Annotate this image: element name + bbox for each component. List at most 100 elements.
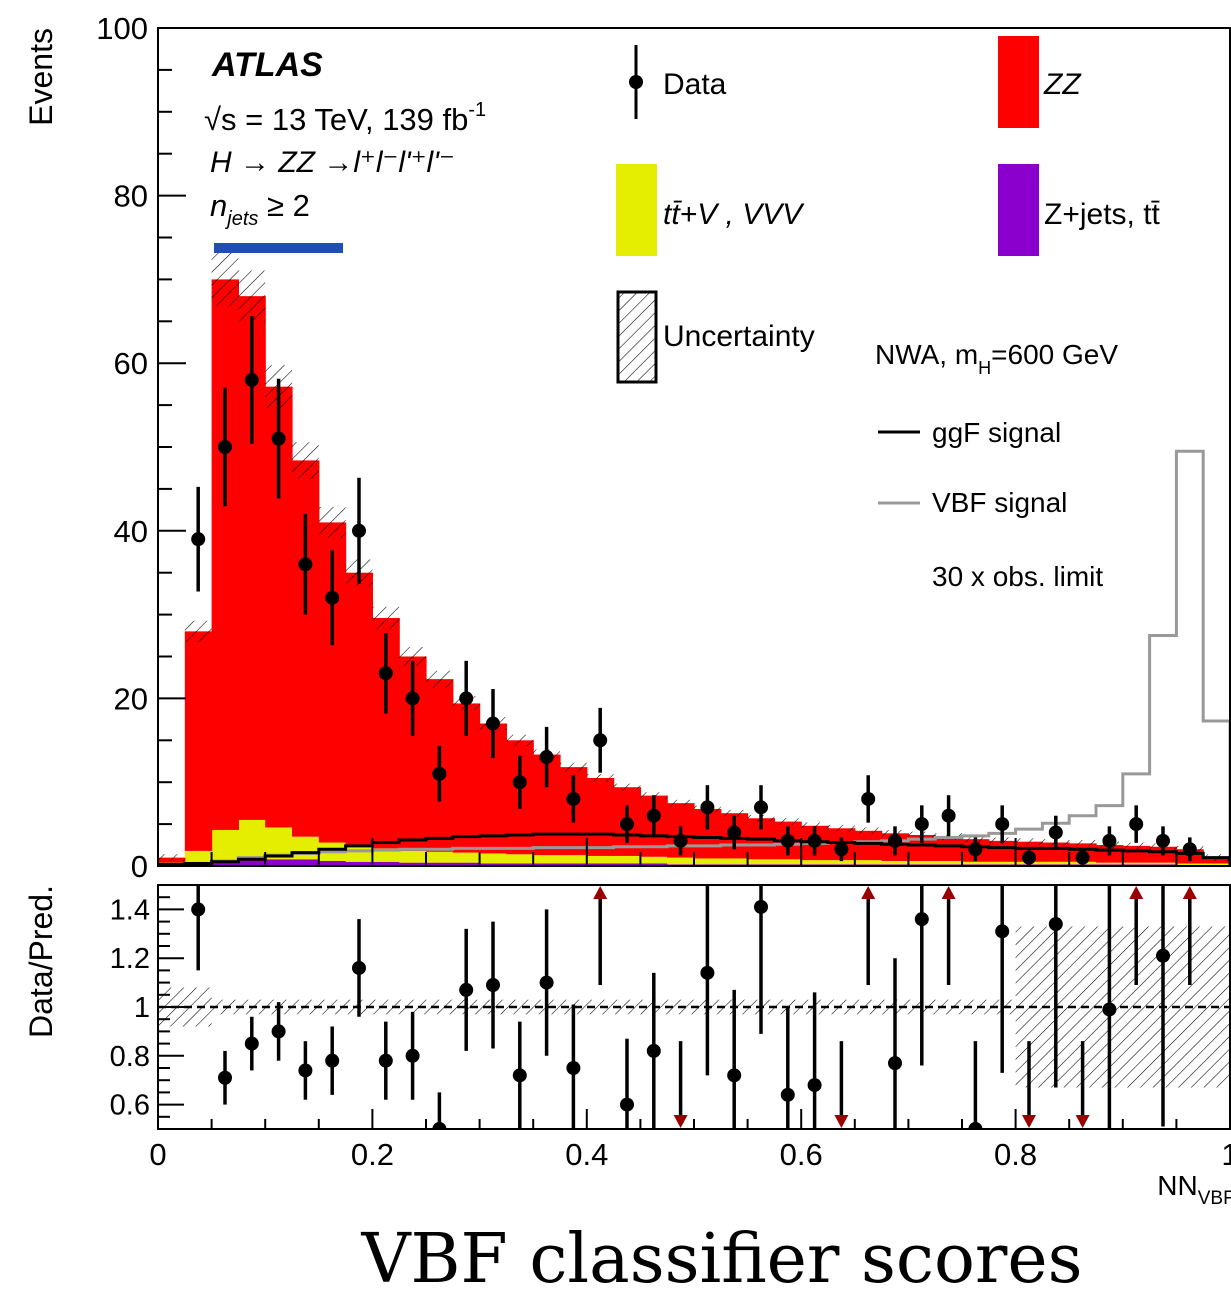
y-tick-label-3: 60 bbox=[114, 346, 148, 381]
signal-mass-subscript: H bbox=[978, 358, 991, 378]
unc-0 bbox=[158, 854, 185, 861]
ratio-point-21 bbox=[807, 1078, 822, 1093]
down-arrow-1 bbox=[834, 1115, 849, 1128]
data-point-12 bbox=[512, 775, 527, 790]
down-arrow-0 bbox=[673, 1115, 688, 1128]
unc-15 bbox=[560, 762, 587, 772]
unc-36 bbox=[1122, 842, 1150, 850]
unc-24 bbox=[801, 822, 828, 830]
ratio-panel: 0 0.2 0.4 0.6 0.8 1 0.6 0.8 1 1.2 1.4 bbox=[110, 884, 1231, 1172]
bar-1-18 bbox=[640, 856, 668, 864]
unc-10 bbox=[426, 670, 453, 688]
ratio-point-18 bbox=[727, 1068, 742, 1083]
ratio-point-0 bbox=[191, 902, 206, 917]
y-axis-label: Events bbox=[23, 28, 59, 126]
ratio-point-13 bbox=[539, 975, 554, 990]
ratio-point-12 bbox=[512, 1068, 527, 1083]
main-axes: 0 20 40 60 80 100 bbox=[96, 11, 1231, 884]
x-axis-label: NNVBF bbox=[1157, 1170, 1231, 1209]
data-point-28 bbox=[941, 808, 956, 823]
ratio-point-22 bbox=[888, 1056, 902, 1071]
legend-label-zjets: Z+jets, tt̄ bbox=[1044, 198, 1161, 231]
unc-21 bbox=[720, 809, 748, 817]
unc-3 bbox=[238, 270, 266, 322]
bar-2-7 bbox=[345, 572, 373, 847]
ratio-point-15 bbox=[620, 1097, 634, 1112]
ggf-signal-line bbox=[158, 832, 1230, 866]
bar-0-3 bbox=[238, 860, 266, 866]
unc-2 bbox=[211, 253, 239, 306]
bar-1-13 bbox=[506, 854, 534, 864]
data-point-7 bbox=[378, 666, 393, 681]
bar-1-37 bbox=[1149, 862, 1177, 865]
bar-1-1 bbox=[184, 850, 213, 864]
bar-1-8 bbox=[372, 848, 400, 862]
up-arrow-3 bbox=[1129, 886, 1144, 899]
ratio-unc-13 bbox=[506, 999, 534, 1015]
bar-1-14 bbox=[533, 855, 561, 864]
legend-label-ggf: ggF signal bbox=[932, 417, 1061, 448]
bar-0-6 bbox=[318, 860, 347, 866]
category-label: njets ≥ 2 bbox=[210, 188, 310, 230]
bar-1-27 bbox=[881, 860, 909, 865]
bar-1-10 bbox=[426, 851, 454, 863]
unc-6 bbox=[318, 506, 346, 538]
category-marker-bar bbox=[214, 243, 343, 253]
data-point-15 bbox=[593, 733, 608, 748]
up-arrow-0 bbox=[593, 886, 608, 899]
ratio-tick-label-4: 1.4 bbox=[110, 894, 150, 926]
bar-0-13 bbox=[506, 863, 534, 866]
figure-caption: VBF classifier scores bbox=[360, 1220, 1082, 1292]
data-point-27 bbox=[914, 817, 929, 832]
ratio-point-10 bbox=[459, 982, 474, 997]
ratio-point-24 bbox=[968, 1122, 983, 1129]
legend-label-vbf: VBF signal bbox=[932, 487, 1067, 518]
ratio-point-6 bbox=[352, 960, 366, 975]
legend-item-zjets: Z+jets, tt̄ bbox=[998, 164, 1161, 256]
data-point-22 bbox=[780, 833, 795, 848]
bar-2-2 bbox=[211, 279, 239, 830]
data-point-35 bbox=[1129, 817, 1144, 832]
ratio-unc-26 bbox=[854, 999, 882, 1015]
bar-0-10 bbox=[426, 862, 454, 866]
bar-1-28 bbox=[908, 860, 936, 865]
data-points bbox=[191, 316, 1197, 866]
down-arrow-3 bbox=[1075, 1115, 1090, 1128]
data-point-32 bbox=[1048, 825, 1063, 840]
x-tick-label-3: 0.6 bbox=[780, 1137, 823, 1172]
y-tick-label-0: 0 bbox=[131, 849, 148, 884]
data-point-8 bbox=[405, 691, 420, 706]
bar-0-11 bbox=[452, 862, 481, 866]
data-point-31 bbox=[1022, 850, 1036, 865]
bar-1-16 bbox=[586, 855, 615, 864]
bar-0-16 bbox=[586, 863, 615, 866]
ratio-point-11 bbox=[486, 978, 500, 993]
ratio-point-1 bbox=[218, 1070, 232, 1085]
unc-19 bbox=[667, 799, 694, 807]
bar-0-18 bbox=[640, 863, 668, 866]
bar-1-29 bbox=[935, 860, 963, 865]
ratio-tick-label-1: 0.8 bbox=[110, 1041, 150, 1073]
data-point-14 bbox=[566, 791, 581, 806]
ratio-point-26 bbox=[1048, 917, 1063, 932]
ratio-point-17 bbox=[700, 965, 715, 980]
bar-2-1 bbox=[184, 631, 213, 851]
bar-1-36 bbox=[1122, 862, 1151, 865]
data-point-6 bbox=[352, 523, 366, 538]
ratio-plot-area bbox=[158, 885, 1230, 1129]
x-axis-label-sub: VBF bbox=[1198, 1188, 1231, 1209]
unc-8 bbox=[372, 606, 400, 630]
ratio-point-4 bbox=[298, 1063, 313, 1078]
data-point-36 bbox=[1156, 833, 1170, 848]
data-point-23 bbox=[807, 833, 822, 848]
data-point-10 bbox=[459, 691, 474, 706]
bar-0-12 bbox=[479, 863, 507, 866]
ratio-point-8 bbox=[405, 1048, 420, 1063]
data-point-37 bbox=[1182, 842, 1197, 857]
data-point-4 bbox=[298, 557, 313, 572]
bar-1-7 bbox=[345, 846, 373, 862]
energy-lumi-label: √s = 13 TeV, 139 fb-1 bbox=[204, 99, 486, 137]
main-panel: 0 20 40 60 80 100 bbox=[96, 11, 1231, 884]
legend-item-ttv: tt̄+V , VVV bbox=[616, 164, 805, 256]
